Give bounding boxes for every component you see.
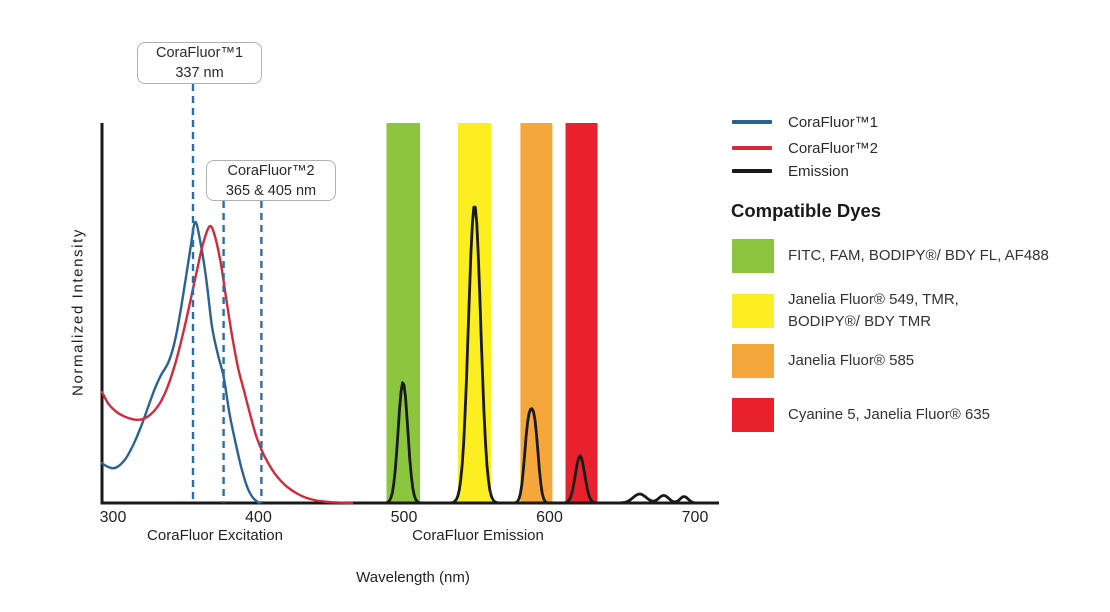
dye-row-yellow: Janelia Fluor® 549, TMR, BODIPY®/ BDY TM… <box>732 289 959 333</box>
x-section-label-excitation: CoraFluor Excitation <box>147 527 283 544</box>
excitation-curve-1 <box>100 220 261 505</box>
legend-item-emission: Emission <box>732 161 849 181</box>
x-tick-label: 300 <box>100 509 127 526</box>
x-tick-label: 600 <box>536 509 563 526</box>
callout-corafluor1-name: CoraFluor™1 <box>155 45 244 61</box>
callout-corafluor1: CoraFluor™1 337 nm <box>137 42 262 84</box>
dye-row-red: Cyanine 5, Janelia Fluor® 635 <box>732 398 990 432</box>
dye-row-green: FITC, FAM, BODIPY®/ BDY FL, AF488 <box>732 239 1049 273</box>
excitation-curve-2 <box>100 224 355 505</box>
callout-corafluor2-wavelength: 365 & 405 nm <box>225 182 317 199</box>
x-axis-label: Wavelength (nm) <box>356 569 470 586</box>
dye-swatch-yellow <box>732 293 774 328</box>
dye-label-orange: Janelia Fluor® 585 <box>788 352 915 370</box>
legend-label-corafluor2: CoraFluor™2 <box>788 139 879 157</box>
dye-swatch-orange <box>732 344 774 378</box>
x-tick-label: 500 <box>391 509 418 526</box>
legend-item-corafluor1: CoraFluor™1 <box>732 112 878 132</box>
legend-line-emission <box>732 169 772 173</box>
filter-band <box>565 123 598 503</box>
x-section-label-emission: CoraFluor Emission <box>412 527 544 544</box>
dye-label-yellow: Janelia Fluor® 549, TMR, BODIPY®/ BDY TM… <box>788 291 959 330</box>
dye-swatch-green <box>732 239 774 273</box>
dye-label-green: FITC, FAM, BODIPY®/ BDY FL, AF488 <box>788 247 1049 265</box>
dye-label-red: Cyanine 5, Janelia Fluor® 635 <box>788 406 991 424</box>
legend-label-corafluor1: CoraFluor™1 <box>788 113 879 131</box>
callout-corafluor2-name: CoraFluor™2 <box>227 162 315 179</box>
legend-line-corafluor1 <box>732 120 772 124</box>
callout-corafluor1-wavelength: 337 nm <box>175 65 224 81</box>
emission-curve <box>353 205 719 505</box>
legend-line-corafluor2 <box>732 146 772 150</box>
legend-label-emission: Emission <box>788 162 849 180</box>
y-axis-label: Normalized Intensity <box>69 228 87 396</box>
x-tick-label: 400 <box>245 509 272 526</box>
dye-swatch-red <box>732 398 774 432</box>
x-tick-label: 700 <box>682 509 709 526</box>
compatible-dyes-title: Compatible Dyes <box>731 200 882 221</box>
legend-item-corafluor2: CoraFluor™2 <box>732 138 878 158</box>
dye-row-orange: Janelia Fluor® 585 <box>732 344 914 378</box>
filter-band <box>386 123 420 503</box>
callout-corafluor2: CoraFluor™2 365 & 405 nm <box>206 160 336 201</box>
